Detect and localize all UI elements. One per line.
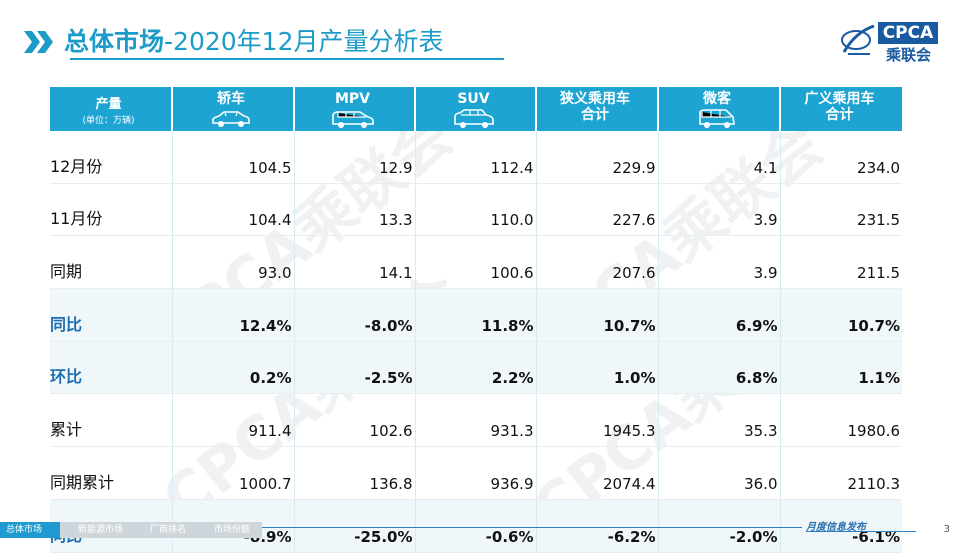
table-cell: 13.3 xyxy=(294,183,416,237)
column-label: MPV xyxy=(334,91,371,107)
table-cell: 6.9% xyxy=(658,288,781,342)
minivan-icon xyxy=(699,109,735,128)
column-label: 轿车 xyxy=(217,91,245,107)
row-label: 环比 xyxy=(50,341,173,395)
table-cell: 102.6 xyxy=(294,393,416,448)
column-label: 广义乘用车 合计 xyxy=(804,91,875,123)
column-header-narrow-total: 狭义乘用车 合计 xyxy=(536,87,659,131)
title-strong: 总体市场 xyxy=(64,27,165,56)
table-cell: 93.0 xyxy=(172,235,295,290)
row-label: 同比 xyxy=(50,288,173,342)
table-cell: -8.0% xyxy=(294,288,416,342)
table-header-row: 产量 (单位：万辆) 轿车 MPV SUV xyxy=(50,87,902,131)
table-cell: 0.2% xyxy=(172,341,295,395)
table-cell: 100.6 xyxy=(415,235,537,290)
table-row: 同期 93.0 14.1 100.6 207.6 3.9 211.5 xyxy=(50,235,902,290)
suv-icon xyxy=(453,109,494,128)
table-cell: 229.9 xyxy=(536,131,659,184)
column-header-suv: SUV xyxy=(415,87,537,131)
footer-divider xyxy=(262,527,802,528)
footer-divider-2 xyxy=(806,531,916,532)
title-underline xyxy=(70,58,504,60)
table-cell: 1000.7 xyxy=(172,446,295,500)
footer-tab-nev[interactable]: 新能源市场 xyxy=(78,525,124,535)
header-first-cell: 产量 (单位：万辆) xyxy=(50,87,173,131)
table-row: 同期累计 1000.7 136.8 936.9 2074.4 36.0 2110.3 xyxy=(50,446,902,500)
table-cell: 231.5 xyxy=(780,183,902,237)
table-cell: 207.6 xyxy=(536,235,659,290)
column-header-mpv: MPV xyxy=(294,87,416,131)
column-header-sedan: 轿车 xyxy=(172,87,295,131)
header-unit-title: 产量 xyxy=(95,97,122,112)
table-cell: 1.0% xyxy=(536,341,659,395)
logo-brand: CPCA xyxy=(878,22,938,44)
table-cell: 110.0 xyxy=(415,183,537,237)
page-number: 3 xyxy=(943,524,950,535)
cpca-emblem-icon xyxy=(841,24,875,55)
table-cell: 3.9 xyxy=(658,183,781,237)
column-header-broad-total: 广义乘用车 合计 xyxy=(780,87,902,131)
logo-cn: 乘联会 xyxy=(886,46,932,64)
table-cell: 2.2% xyxy=(415,341,537,395)
footer-tab-share[interactable]: 市场份额 xyxy=(214,525,251,535)
table-cell: 104.5 xyxy=(172,131,295,184)
table-row: 11月份 104.4 13.3 110.0 227.6 3.9 231.5 xyxy=(50,183,902,237)
table-cell: 10.7% xyxy=(536,288,659,342)
table-cell: 931.3 xyxy=(415,393,537,448)
table-row: 环比 0.2% -2.5% 2.2% 1.0% 6.8% 1.1% xyxy=(50,341,902,395)
slide-footer: 总体市场 新能源市场 厂商排名 市场份额 月度信息发布 3 xyxy=(0,520,960,540)
footer-nav-bar xyxy=(0,522,262,538)
table-cell: 10.7% xyxy=(780,288,902,342)
row-label: 累计 xyxy=(50,393,173,448)
table-cell: 227.6 xyxy=(536,183,659,237)
slide-title: 总体市场-2020年12月产量分析表 xyxy=(64,26,443,58)
table-cell: 35.3 xyxy=(658,393,781,448)
column-label: 微客 xyxy=(703,91,731,107)
column-label: 狭义乘用车 合计 xyxy=(560,91,630,123)
table-cell: 2074.4 xyxy=(536,446,659,500)
table-cell: 14.1 xyxy=(294,235,416,290)
table-cell: 104.4 xyxy=(172,183,295,237)
table-cell: 1.1% xyxy=(780,341,902,395)
row-label: 11月份 xyxy=(50,183,173,237)
table-cell: 911.4 xyxy=(172,393,295,448)
table-cell: 11.8% xyxy=(415,288,537,342)
footer-tab-ranking[interactable]: 厂商排名 xyxy=(150,525,187,535)
table-cell: 936.9 xyxy=(415,446,537,500)
row-label: 同期 xyxy=(50,235,173,290)
mpv-icon xyxy=(331,111,374,128)
table-cell: 136.8 xyxy=(294,446,416,500)
table-cell: 12.4% xyxy=(172,288,295,342)
title-rest: -2020年12月产量分析表 xyxy=(164,27,444,56)
slide-title-row: 总体市场-2020年12月产量分析表 xyxy=(22,22,443,62)
table-cell: 112.4 xyxy=(415,131,537,184)
table-cell: 6.8% xyxy=(658,341,781,395)
table-row: 12月份 104.5 12.9 112.4 229.9 4.1 234.0 xyxy=(50,131,902,184)
table-cell: 234.0 xyxy=(780,131,902,184)
footer-publisher: 月度信息发布 xyxy=(806,522,866,533)
table-cell: 36.0 xyxy=(658,446,781,500)
column-header-minivan: 微客 xyxy=(658,87,781,131)
footer-tab-overall[interactable]: 总体市场 xyxy=(0,522,60,538)
header-unit-note: (单位：万辆) xyxy=(82,116,135,126)
sedan-icon xyxy=(212,111,250,127)
table-row: 累计 911.4 102.6 931.3 1945.3 35.3 1980.6 xyxy=(50,393,902,448)
column-label: SUV xyxy=(457,91,490,107)
table-cell: -2.5% xyxy=(294,341,416,395)
table-cell: 12.9 xyxy=(294,131,416,184)
production-table: 产量 (单位：万辆) 轿车 MPV SUV xyxy=(50,87,902,553)
table-row: 同比 12.4% -8.0% 11.8% 10.7% 6.9% 10.7% xyxy=(50,288,902,342)
table-cell: 4.1 xyxy=(658,131,781,184)
table-cell: 2110.3 xyxy=(780,446,902,500)
table-cell: 3.9 xyxy=(658,235,781,290)
table-cell: 1945.3 xyxy=(536,393,659,448)
cpca-logo: CPCA 乘联会 xyxy=(838,20,940,64)
table-cell: 211.5 xyxy=(780,235,902,290)
double-chevron-icon xyxy=(22,29,56,55)
table-cell: 1980.6 xyxy=(780,393,902,448)
table-row: 同比-8.9%-25.0%-0.6%-6.2%-2.0%-6.1% xyxy=(50,499,902,553)
row-label: 同期累计 xyxy=(50,446,173,500)
row-label: 12月份 xyxy=(50,131,173,184)
